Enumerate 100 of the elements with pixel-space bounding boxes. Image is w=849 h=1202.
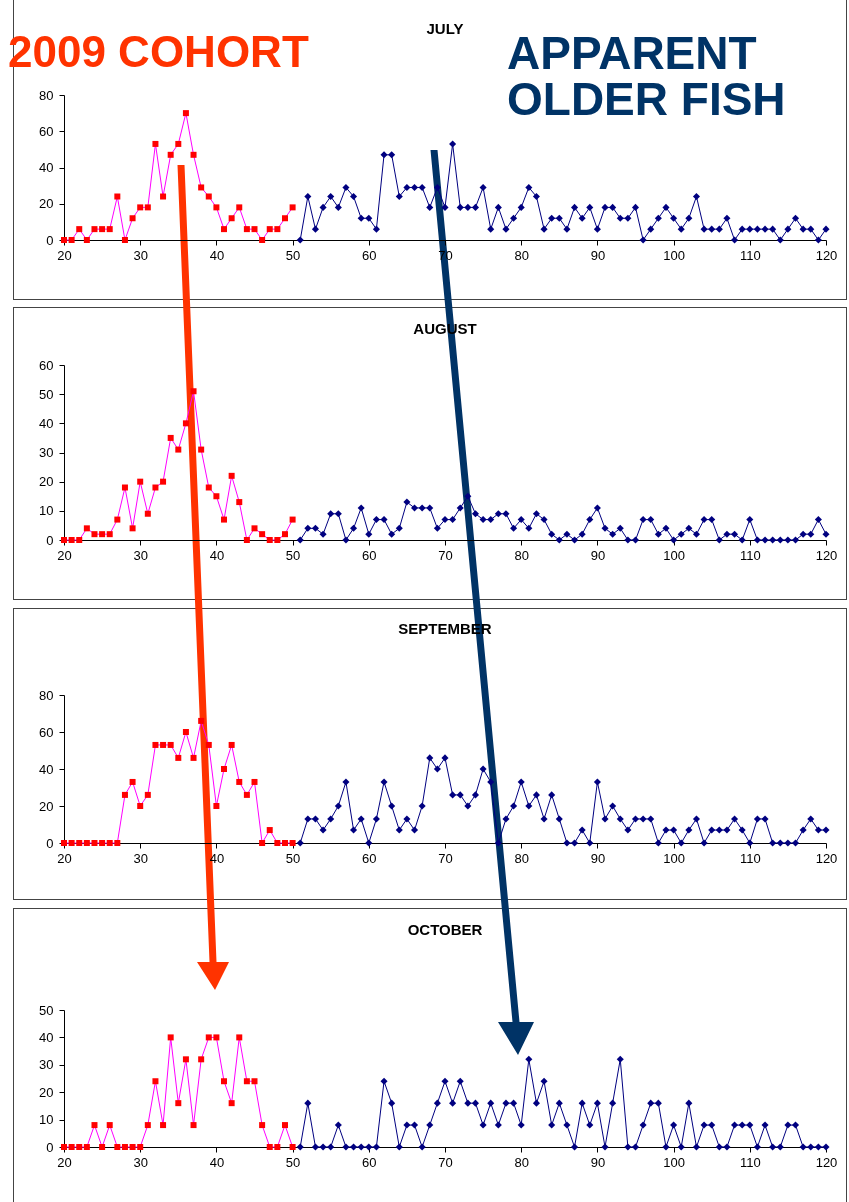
annotation: APPARENT OLDER FISH	[507, 27, 787, 125]
point	[274, 537, 281, 543]
point	[251, 1078, 258, 1085]
point	[91, 840, 98, 846]
point	[228, 472, 235, 479]
point	[167, 1034, 174, 1041]
x-tick-label: 120	[815, 1154, 838, 1170]
point	[198, 1056, 205, 1063]
point	[281, 215, 288, 222]
x-tick-label: 40	[209, 247, 225, 263]
point	[274, 1144, 281, 1150]
point	[259, 531, 266, 538]
x-tick-label: 80	[514, 850, 529, 866]
y-tick-label: 10	[39, 503, 54, 519]
point	[106, 531, 113, 538]
x-tick-label: 50	[285, 1154, 301, 1170]
point	[213, 1034, 220, 1041]
point	[137, 204, 144, 211]
point	[289, 1144, 296, 1150]
point	[144, 1122, 151, 1129]
point	[266, 537, 273, 543]
x-tick-label: 100	[663, 1154, 685, 1170]
x-tick-label: 90	[590, 850, 606, 866]
point	[205, 484, 212, 491]
point	[121, 1144, 128, 1150]
y-tick-label: 80	[39, 687, 54, 703]
point	[121, 484, 128, 491]
x-tick-label: 60	[362, 247, 377, 263]
point	[129, 778, 136, 785]
y-tick-label: 60	[39, 724, 54, 740]
point	[175, 754, 182, 761]
x-tick-label: 30	[133, 850, 148, 866]
point	[251, 226, 258, 233]
point	[144, 204, 151, 211]
point	[259, 840, 266, 846]
point	[121, 791, 128, 798]
point	[76, 537, 83, 543]
x-tick-label: 90	[590, 547, 606, 563]
point	[251, 778, 258, 785]
chart-title: JULY	[426, 20, 464, 37]
point	[175, 1100, 182, 1107]
x-tick-label: 30	[133, 247, 148, 263]
x-tick-label: 20	[57, 247, 72, 263]
x-tick-label: 40	[209, 1154, 225, 1170]
point	[152, 741, 159, 748]
point	[114, 516, 121, 523]
point	[205, 1034, 212, 1041]
point	[152, 1078, 159, 1085]
point	[274, 840, 281, 846]
point	[144, 791, 151, 798]
point	[68, 840, 75, 846]
x-tick-label: 70	[438, 547, 453, 563]
point	[289, 840, 296, 846]
point	[144, 510, 151, 517]
point	[129, 215, 136, 222]
x-tick-label: 60	[362, 850, 377, 866]
point	[289, 204, 296, 211]
x-tick-label: 20	[57, 547, 72, 563]
point	[198, 446, 205, 453]
y-tick-label: 0	[46, 232, 54, 248]
x-tick-label: 120	[815, 247, 838, 263]
point	[190, 388, 197, 395]
point	[190, 754, 197, 761]
point	[114, 193, 121, 200]
y-tick-label: 30	[39, 1057, 54, 1073]
y-tick-label: 40	[39, 160, 54, 175]
point	[190, 1122, 197, 1129]
point	[236, 499, 243, 506]
point	[236, 1034, 243, 1041]
point	[99, 840, 106, 846]
point	[198, 717, 205, 724]
point	[236, 778, 243, 785]
point	[160, 193, 167, 200]
x-tick-label: 110	[739, 247, 761, 263]
point	[213, 803, 220, 809]
y-tick-label: 50	[39, 386, 54, 402]
point	[259, 237, 266, 243]
x-tick-label: 80	[514, 547, 529, 563]
point	[205, 193, 212, 200]
point	[281, 531, 288, 538]
point	[228, 741, 235, 748]
point	[152, 484, 159, 491]
x-tick-label: 100	[663, 850, 685, 866]
point	[68, 237, 75, 243]
point	[167, 151, 174, 158]
point	[99, 531, 106, 538]
x-tick-label: 80	[514, 1154, 529, 1170]
x-tick-label: 40	[209, 547, 225, 563]
point	[213, 493, 220, 500]
point	[182, 420, 189, 427]
point	[266, 1144, 273, 1150]
x-tick-label: 90	[590, 247, 606, 263]
point	[289, 516, 296, 523]
x-tick-label: 60	[362, 547, 377, 563]
point	[76, 1144, 83, 1150]
point	[236, 204, 243, 211]
x-tick-label: 70	[438, 850, 453, 866]
point	[182, 1056, 189, 1063]
point	[221, 766, 228, 772]
point	[205, 741, 212, 748]
